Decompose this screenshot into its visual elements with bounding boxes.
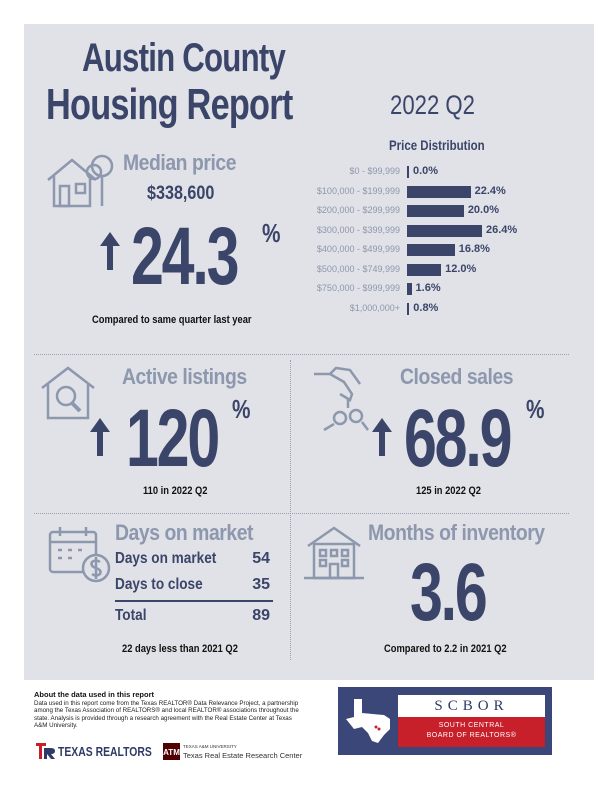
texas-realtors-logo: TEXAS REALTORS xyxy=(58,744,152,759)
up-arrow-icon xyxy=(100,232,120,270)
active-listings-title: Active listings xyxy=(122,364,247,389)
tamu-logo-icon: ATM xyxy=(163,743,180,760)
house-magnifier-icon xyxy=(41,366,95,420)
scbor-subtitle-line1: SOUTH CENTRAL xyxy=(438,722,505,729)
days-total-rule xyxy=(115,600,273,602)
median-price-percent-sign: % xyxy=(262,218,281,248)
report-title-line1: Austin County xyxy=(82,36,286,80)
hand-keys-icon xyxy=(314,366,369,432)
scbor-name: SCBOR xyxy=(434,698,509,714)
price-range-label: $300,000 - $399,999 xyxy=(316,224,400,235)
price-distribution-bar xyxy=(407,166,409,178)
tamu-university-text: TEXAS A&M UNIVERSITY xyxy=(183,744,237,749)
calendar-dollar-icon xyxy=(48,527,111,583)
days-row-value: 35 xyxy=(252,576,270,593)
median-price-value: $338,600 xyxy=(147,183,215,204)
price-distribution-row: $0 - $99,999 0.0% xyxy=(300,165,580,179)
texas-map-icon xyxy=(346,699,390,743)
texas-realtors-logo-icon xyxy=(36,743,55,759)
days-row-value: 54 xyxy=(252,550,270,567)
price-distribution-bar xyxy=(407,244,455,256)
price-distribution-row: $1,000,000+ 0.8% xyxy=(300,302,580,316)
price-distribution-value: 1.6% xyxy=(415,282,441,294)
price-distribution-value: 12.0% xyxy=(445,262,477,275)
closed-sales-percent-sign: % xyxy=(526,394,545,424)
price-distribution-value: 26.4% xyxy=(486,223,518,236)
closed-sales-title: Closed sales xyxy=(400,364,514,389)
days-row-label: Days to close xyxy=(115,576,203,593)
months-of-inventory-value: 3.6 xyxy=(410,547,488,638)
price-distribution-value: 0.0% xyxy=(413,165,439,177)
svg-text:ATM: ATM xyxy=(163,748,180,757)
price-distribution-title: Price Distribution xyxy=(389,137,485,153)
closed-sales-change: 68.9 xyxy=(404,393,512,484)
building-icon xyxy=(304,526,364,580)
tamu-center-text: Texas Real Estate Research Center xyxy=(183,751,303,760)
median-price-title: Median price xyxy=(123,150,237,175)
about-body: Data used in this report come from the T… xyxy=(34,700,299,730)
report-title-line2: Housing Report xyxy=(46,80,293,129)
price-distribution-row: $750,000 - $999,999 1.6% xyxy=(300,282,580,296)
closed-sales-note: 125 in 2022 Q2 xyxy=(416,485,481,497)
report-panel xyxy=(24,24,594,680)
days-on-market-title: Days on market xyxy=(115,520,254,545)
divider-top xyxy=(34,354,569,355)
active-listings-note: 110 in 2022 Q2 xyxy=(143,485,208,497)
scbor-subtitle-line2: BOARD OF REALTORS® xyxy=(426,732,517,739)
price-distribution-value: 16.8% xyxy=(458,243,490,255)
price-distribution-bar xyxy=(407,283,412,295)
price-range-label: $500,000 - $749,999 xyxy=(316,263,400,274)
price-distribution-bar xyxy=(407,185,471,198)
price-distribution-row: $100,000 - $199,999 22.4% xyxy=(300,185,580,199)
median-price-note: Compared to same quarter last year xyxy=(92,314,252,326)
price-distribution-bar xyxy=(407,224,482,237)
scbor-subtitle: SOUTH CENTRAL BOARD OF REALTORS® xyxy=(398,721,545,741)
price-distribution-bar xyxy=(407,302,410,315)
price-distribution-row: $500,000 - $749,999 12.0% xyxy=(300,263,580,277)
days-total-label: Total xyxy=(115,607,147,624)
active-listings-percent-sign: % xyxy=(232,394,251,424)
price-range-label: $200,000 - $299,999 xyxy=(316,205,400,215)
months-of-inventory-note: Compared to 2.2 in 2021 Q2 xyxy=(384,643,507,655)
active-listings-change: 120 xyxy=(126,393,220,484)
price-distribution-row: $400,000 - $499,999 16.8% xyxy=(300,243,580,257)
price-range-label: $400,000 - $499,999 xyxy=(316,244,400,254)
days-on-market-note: 22 days less than 2021 Q2 xyxy=(122,643,238,655)
price-range-label: $750,000 - $999,999 xyxy=(316,283,400,293)
days-total-value: 89 xyxy=(252,607,270,624)
price-distribution-bar xyxy=(407,205,464,217)
divider-middle xyxy=(34,513,569,514)
up-arrow-icon xyxy=(90,418,110,456)
price-range-label: $0 - $99,999 xyxy=(349,166,400,176)
price-distribution-bar xyxy=(407,263,442,276)
report-quarter: 2022 Q2 xyxy=(390,90,475,120)
price-distribution-value: 20.0% xyxy=(467,204,500,216)
price-distribution-value: 0.8% xyxy=(413,301,439,314)
about-title: About the data used in this report xyxy=(34,690,155,699)
months-of-inventory-title: Months of inventory xyxy=(368,520,545,545)
divider-vertical xyxy=(290,360,291,660)
price-range-label: $100,000 - $199,999 xyxy=(316,185,400,196)
price-distribution-row: $300,000 - $399,999 26.4% xyxy=(300,224,580,238)
median-price-change: 24.3 xyxy=(131,211,239,302)
price-distribution-value: 22.4% xyxy=(474,184,506,197)
price-distribution-row: $200,000 - $299,999 20.0% xyxy=(300,204,580,218)
house-tree-icon xyxy=(47,154,114,208)
days-row-label: Days on market xyxy=(115,550,217,567)
price-range-label: $1,000,000+ xyxy=(349,302,400,313)
scbor-logo: SCBOR SOUTH CENTRAL BOARD OF REALTORS® xyxy=(338,687,552,755)
up-arrow-icon xyxy=(372,418,392,456)
